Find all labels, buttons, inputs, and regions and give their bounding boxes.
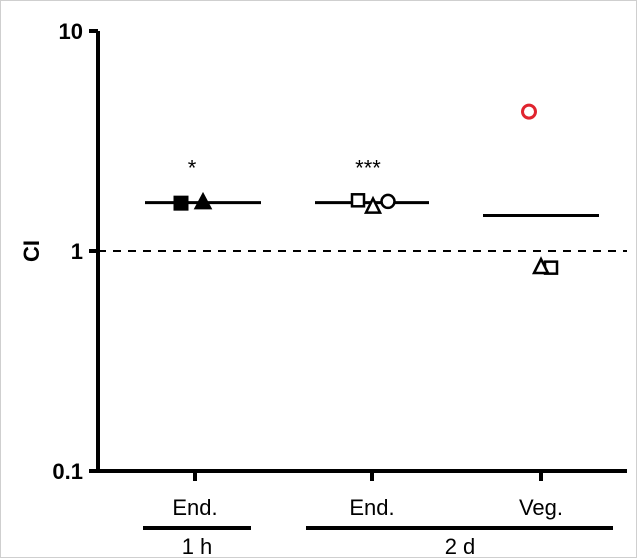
data-point-5 xyxy=(380,193,396,210)
y-tick-label-1: 1 xyxy=(71,239,83,264)
data-layer: * *** xyxy=(98,103,627,275)
data-point-6 xyxy=(521,103,537,120)
group-label-1h: 1 h xyxy=(182,534,213,559)
data-point-4 xyxy=(363,195,383,214)
group-label-2d: 2 d xyxy=(445,534,476,559)
x-category-label-2: End. xyxy=(349,495,394,520)
significance-label-2: *** xyxy=(355,156,381,181)
data-point-8 xyxy=(531,256,551,275)
x-category-label-1: End. xyxy=(172,495,217,520)
y-tick-label-0.1: 0.1 xyxy=(52,459,83,484)
y-axis-label: CI xyxy=(19,240,44,262)
data-point-1 xyxy=(173,195,189,211)
x-category-label-3: Veg. xyxy=(519,495,563,520)
significance-label-1: * xyxy=(188,156,197,181)
y-tick-label-10: 10 xyxy=(59,19,83,44)
data-point-2 xyxy=(193,191,213,210)
data-point-3 xyxy=(350,193,366,208)
